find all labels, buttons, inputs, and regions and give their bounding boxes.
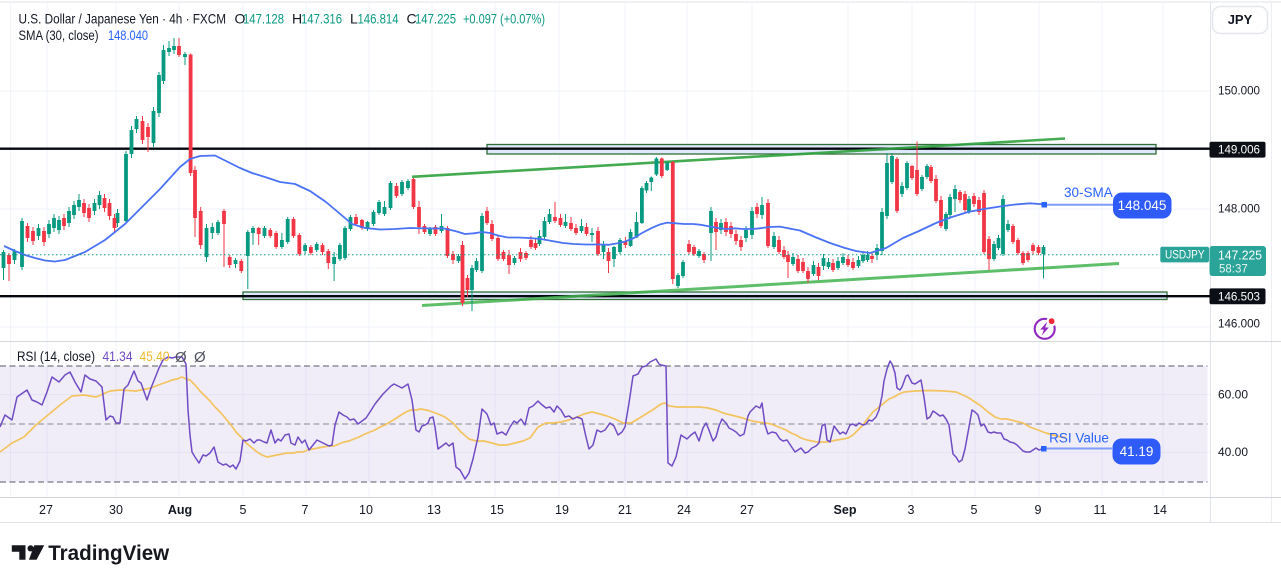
svg-text:24: 24: [677, 503, 691, 517]
svg-text:JPY: JPY: [1228, 12, 1253, 27]
svg-text:Ø: Ø: [175, 349, 187, 366]
svg-text:SMA (30, close): SMA (30, close): [19, 27, 99, 43]
svg-text:USDJPY: USDJPY: [1165, 250, 1205, 262]
svg-text:27: 27: [740, 503, 754, 517]
svg-text:147.128: 147.128: [243, 11, 284, 27]
svg-text:148.045: 148.045: [1118, 198, 1167, 213]
svg-text:L: L: [350, 11, 358, 27]
svg-text:RSI (14, close): RSI (14, close): [17, 348, 95, 364]
svg-text:148.040: 148.040: [108, 27, 148, 43]
svg-text:H: H: [292, 11, 302, 27]
svg-text:146.814: 146.814: [358, 11, 399, 27]
svg-text:147.316: 147.316: [301, 11, 342, 27]
svg-text:150.000: 150.000: [1218, 86, 1260, 98]
svg-text:147.225: 147.225: [1218, 249, 1262, 263]
svg-text:21: 21: [618, 503, 632, 517]
svg-text:146.000: 146.000: [1218, 319, 1260, 331]
svg-text:58:37: 58:37: [1219, 264, 1248, 276]
svg-text:60.00: 60.00: [1218, 389, 1248, 401]
svg-text:Ø: Ø: [194, 349, 206, 366]
svg-text:RSI Value: RSI Value: [1049, 431, 1109, 446]
svg-text:TradingView: TradingView: [48, 542, 170, 565]
svg-text:30-SMA: 30-SMA: [1064, 185, 1113, 200]
svg-text:14: 14: [1153, 503, 1167, 517]
svg-text:U.S. Dollar / Japanese Yen · 4: U.S. Dollar / Japanese Yen · 4h · FXCM: [19, 11, 227, 27]
svg-text:3: 3: [908, 503, 915, 517]
svg-text:30: 30: [109, 503, 123, 517]
svg-text:45.40: 45.40: [140, 348, 170, 364]
svg-text:O: O: [235, 11, 246, 27]
svg-text:41.34: 41.34: [103, 348, 133, 364]
svg-text:C: C: [407, 11, 417, 27]
svg-text:10: 10: [359, 503, 373, 517]
svg-text:11: 11: [1094, 503, 1107, 517]
svg-text:7: 7: [302, 503, 309, 517]
svg-text:41.19: 41.19: [1120, 444, 1154, 459]
svg-text:19: 19: [555, 503, 569, 517]
svg-text:5: 5: [971, 503, 978, 517]
svg-text:+0.097 (+0.07%): +0.097 (+0.07%): [463, 11, 545, 27]
svg-text:13: 13: [427, 503, 441, 517]
svg-text:15: 15: [490, 503, 504, 517]
svg-text:40.00: 40.00: [1218, 447, 1248, 459]
svg-text:Aug: Aug: [168, 503, 192, 517]
svg-text:27: 27: [39, 503, 53, 517]
svg-text:Sep: Sep: [834, 503, 857, 517]
svg-text:146.503: 146.503: [1218, 291, 1260, 303]
svg-text:147.225: 147.225: [415, 11, 456, 27]
svg-text:9: 9: [1035, 503, 1042, 517]
svg-text:5: 5: [240, 503, 247, 517]
svg-text:149.006: 149.006: [1218, 145, 1260, 157]
svg-text:148.000: 148.000: [1218, 204, 1260, 216]
